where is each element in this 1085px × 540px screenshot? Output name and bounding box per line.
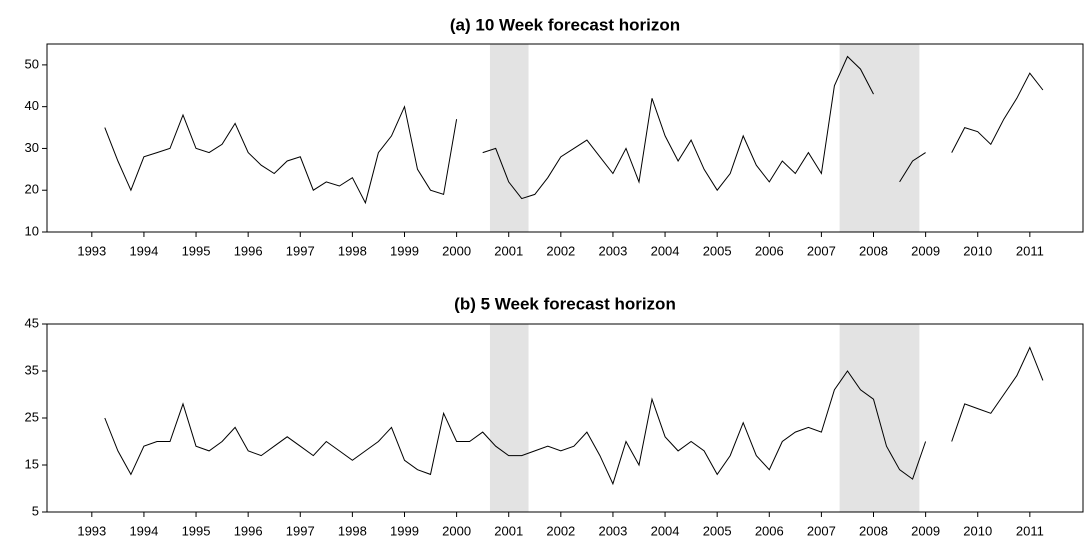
plot-frame bbox=[46, 43, 1084, 233]
x-tick-label: 2008 bbox=[859, 523, 888, 538]
x-tick-label: 2003 bbox=[598, 523, 627, 538]
chart-title: (b) 5 Week forecast horizon bbox=[454, 294, 676, 313]
x-tick-label: 2001 bbox=[494, 523, 523, 538]
x-tick-label: 2009 bbox=[911, 243, 940, 258]
y-tick-label: 35 bbox=[25, 362, 39, 377]
x-tick-label: 2010 bbox=[963, 523, 992, 538]
data-line bbox=[104, 55, 1044, 205]
y-tick-label: 20 bbox=[25, 182, 39, 197]
x-tick-label: 2005 bbox=[703, 523, 732, 538]
x-tick-label: 2004 bbox=[651, 523, 680, 538]
x-tick-label: 1998 bbox=[338, 523, 367, 538]
x-tick-label: 2006 bbox=[755, 523, 784, 538]
x-tick-label: 2003 bbox=[598, 243, 627, 258]
x-tick-label: 2007 bbox=[807, 243, 836, 258]
plot-frame bbox=[46, 323, 1084, 513]
chart-title: (a) 10 Week forecast horizon bbox=[450, 15, 680, 34]
y-tick-label: 50 bbox=[25, 56, 39, 71]
x-tick-label: 2007 bbox=[807, 523, 836, 538]
shaded-region bbox=[489, 44, 529, 232]
x-tick-label: 2002 bbox=[546, 523, 575, 538]
x-tick-label: 1999 bbox=[390, 243, 419, 258]
x-tick-label: 1993 bbox=[77, 243, 106, 258]
x-tick-label: 2008 bbox=[859, 243, 888, 258]
y-tick-label: 45 bbox=[25, 315, 39, 330]
x-tick-label: 2000 bbox=[442, 243, 471, 258]
x-tick-label: 1994 bbox=[129, 243, 158, 258]
x-tick-label: 1995 bbox=[182, 243, 211, 258]
y-tick-label: 30 bbox=[25, 140, 39, 155]
x-tick-label: 2000 bbox=[442, 523, 471, 538]
x-tick-label: 2011 bbox=[1016, 243, 1044, 258]
x-tick-label: 1999 bbox=[390, 523, 419, 538]
x-tick-label: 2010 bbox=[963, 243, 992, 258]
x-tick-label: 2002 bbox=[546, 243, 575, 258]
x-tick-label: 1996 bbox=[234, 523, 263, 538]
x-tick-label: 2006 bbox=[755, 243, 784, 258]
y-tick-label: 25 bbox=[25, 409, 39, 424]
data-line bbox=[104, 346, 1044, 486]
x-tick-label: 2011 bbox=[1016, 523, 1044, 538]
y-tick-label: 10 bbox=[25, 223, 39, 238]
x-tick-label: 1995 bbox=[182, 523, 211, 538]
y-tick-label: 40 bbox=[25, 98, 39, 113]
x-tick-label: 2001 bbox=[494, 243, 523, 258]
shaded-region bbox=[839, 324, 920, 512]
x-tick-label: 1993 bbox=[77, 523, 106, 538]
x-tick-label: 1997 bbox=[286, 243, 315, 258]
x-tick-label: 1998 bbox=[338, 243, 367, 258]
x-tick-label: 2004 bbox=[651, 243, 680, 258]
y-tick-label: 5 bbox=[32, 503, 39, 518]
x-tick-label: 1997 bbox=[286, 523, 315, 538]
shaded-region bbox=[839, 44, 920, 232]
x-tick-label: 1996 bbox=[234, 243, 263, 258]
x-tick-label: 2009 bbox=[911, 523, 940, 538]
y-tick-label: 15 bbox=[25, 456, 39, 471]
x-tick-label: 1994 bbox=[129, 523, 158, 538]
shaded-region bbox=[489, 324, 529, 512]
x-tick-label: 2005 bbox=[703, 243, 732, 258]
